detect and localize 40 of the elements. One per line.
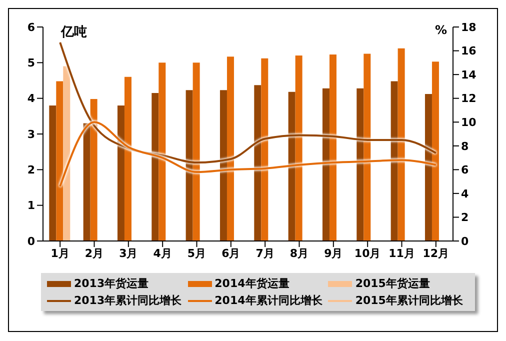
- legend-label: 2013年货运量: [74, 276, 149, 291]
- x-tick-label: 10月: [354, 246, 381, 260]
- y-tick-label: 0: [27, 234, 36, 248]
- y2-tick-label: 18: [461, 20, 476, 34]
- x-tick-label: 6月: [222, 246, 240, 260]
- legend-label: 2014年累计同比增长: [214, 293, 322, 308]
- bar: [83, 123, 90, 241]
- x-tick-label: 3月: [119, 246, 138, 260]
- y2-tick-label: 10: [461, 116, 477, 130]
- x-tick-label: 7月: [256, 246, 274, 260]
- y2-tick-label: 4: [461, 187, 469, 200]
- x-tick-label: 8月: [290, 246, 309, 260]
- x-tick-label: 11月: [388, 246, 415, 260]
- y-tick-label: 3: [27, 128, 35, 141]
- legend-label: 2015年累计同比增长: [355, 293, 463, 308]
- y2-tick-label: 8: [461, 140, 469, 153]
- legend-label: 2015年货运量: [355, 276, 430, 291]
- y2-tick-label: 14: [461, 68, 477, 82]
- bar: [49, 105, 56, 241]
- x-tick-label: 9月: [324, 246, 343, 260]
- x-tick-label: 12月: [422, 246, 450, 260]
- legend-label: 2013年累计同比增长: [74, 293, 182, 308]
- x-tick-label: 4月: [153, 246, 172, 260]
- y2-tick-label: 12: [461, 92, 476, 106]
- y2-tick-label: 0: [461, 234, 469, 248]
- x-tick-label: 5月: [187, 246, 206, 260]
- y-tick-label: 4: [27, 92, 36, 106]
- y-axis-title: 亿吨: [61, 24, 87, 41]
- y-tick-label: 2: [27, 164, 35, 177]
- y2-tick-label: 16: [461, 44, 477, 58]
- y2-tick-label: 2: [461, 211, 469, 224]
- y-tick-label: 1: [27, 199, 35, 212]
- bar: [63, 66, 70, 241]
- y-tick-label: 5: [27, 56, 35, 70]
- x-tick-label: 2月: [84, 246, 104, 260]
- y2-tick-label: 6: [461, 164, 469, 177]
- x-tick-label: 1月: [50, 246, 70, 260]
- y2-axis-title: %: [434, 23, 447, 37]
- legend-label: 2014年货运量: [214, 276, 290, 291]
- y-tick-label: 6: [27, 20, 36, 34]
